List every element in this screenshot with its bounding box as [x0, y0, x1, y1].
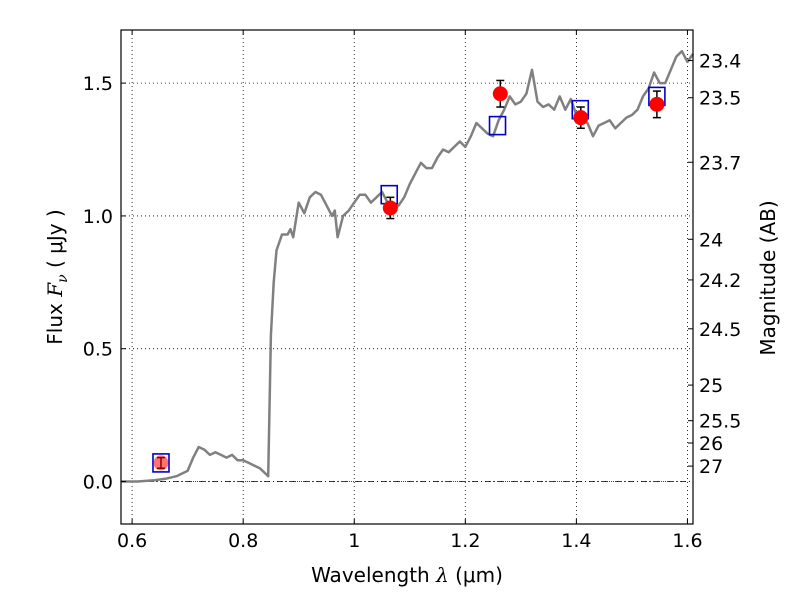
observed-point [649, 96, 665, 112]
y-tick-label: 0.0 [83, 472, 113, 494]
x-tick-label: 1.6 [672, 530, 702, 552]
y-axis-label-symbol: F [43, 282, 67, 298]
y-tick-label: 1.5 [83, 73, 113, 95]
magnitude-tick-label: 25.5 [699, 411, 741, 433]
spectrum-layer [121, 49, 695, 483]
magnitude-tick-label: 24.2 [699, 270, 741, 292]
y-axis-label: Flux Fν ( μJy ) [43, 209, 72, 344]
magnitude-tick-label: 25 [699, 375, 723, 397]
y-ticks-layer: 0.0 0.5 1.0 1.5 [83, 73, 126, 494]
x-axis-label-symbol: λ [435, 563, 449, 587]
grid-layer [121, 30, 693, 524]
x-tick-label: 0.6 [117, 530, 147, 552]
observed-point [492, 86, 508, 102]
observed-point [382, 200, 398, 216]
magnitude-tick-label: 24.5 [699, 319, 741, 341]
observed-layer [153, 79, 665, 471]
y-tick-label: 0.5 [83, 339, 113, 361]
x-axis-label-unit: (μm) [455, 563, 503, 587]
y-tick-label: 1.0 [83, 206, 113, 228]
y-axis-label-unit: ( μJy ) [43, 209, 67, 268]
model-spectrum-line [121, 49, 695, 483]
model-photometry-square [152, 453, 170, 473]
plot-frame [120, 29, 694, 525]
observed-point [153, 455, 169, 471]
y-axis-label-subscript: ν [55, 274, 71, 283]
magnitude-tick-label: 23.5 [699, 88, 741, 110]
magnitude-axis-label: Magnitude (AB) [756, 200, 780, 355]
magnitude-tick-label: 24 [699, 229, 723, 251]
x-ticks-layer: 0.6 0.8 1 1.2 1.4 1.6 [117, 30, 703, 552]
x-tick-label: 1 [348, 530, 360, 552]
x-axis-label: Wavelength λ (μm) [311, 563, 503, 587]
magnitude-tick-label: 26 [699, 433, 723, 455]
magnitude-tick-label: 27 [699, 456, 723, 478]
x-tick-label: 0.8 [228, 530, 258, 552]
magnitude-tick-label: 23.7 [699, 152, 741, 174]
observed-point [573, 110, 589, 126]
magnitude-tick-label: 23.4 [699, 51, 741, 73]
x-tick-label: 1.4 [561, 530, 591, 552]
model-photometry-square [488, 115, 507, 136]
model-photometry-layer [152, 86, 666, 473]
x-tick-label: 1.2 [450, 530, 480, 552]
